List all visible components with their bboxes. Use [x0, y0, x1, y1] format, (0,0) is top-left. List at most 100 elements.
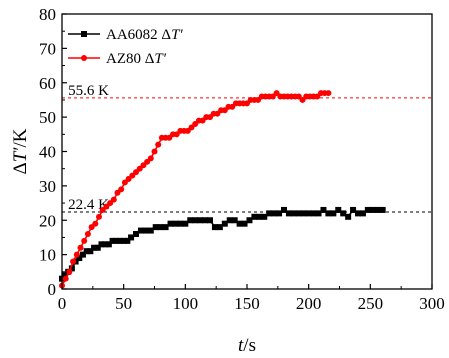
data-point	[197, 217, 204, 224]
data-point	[330, 210, 337, 217]
data-point	[226, 217, 233, 224]
data-point	[81, 237, 88, 244]
data-point	[137, 227, 144, 234]
data-point	[355, 210, 361, 217]
axes: 0 50 100 150 200 250 300 0 10 20 30 40 50 60 70 80	[39, 5, 445, 313]
data-point	[147, 155, 154, 162]
y-tick-label: 0	[48, 280, 57, 299]
data-point	[110, 196, 117, 203]
y-tick-label: 70	[39, 39, 56, 58]
legend-marker	[81, 31, 87, 37]
y-tick-label: 40	[39, 143, 56, 162]
legend-label: AZ80 ΔT′	[106, 51, 167, 67]
data-point	[118, 186, 125, 193]
data-point	[113, 237, 120, 244]
data-point	[66, 268, 73, 275]
data-point	[364, 206, 371, 213]
x-tick-label: 150	[234, 294, 260, 313]
data-point	[87, 248, 94, 255]
y-axis-title: ΔT′/K	[10, 128, 31, 174]
data-point	[325, 90, 332, 97]
x-tick-label: 200	[296, 294, 322, 313]
data-point	[276, 210, 283, 217]
data-point	[109, 237, 116, 244]
data-point	[128, 234, 135, 241]
data-point	[207, 217, 213, 224]
data-point	[147, 227, 154, 234]
y-tick-label: 60	[39, 74, 56, 93]
data-point	[105, 241, 112, 248]
data-point	[94, 244, 101, 251]
x-tick-label: 100	[173, 294, 199, 313]
data-point	[236, 220, 243, 227]
data-point	[172, 220, 179, 227]
data-point	[271, 210, 278, 217]
data-point	[92, 220, 99, 227]
data-point	[340, 210, 347, 217]
data-point	[62, 275, 69, 282]
data-point	[369, 206, 376, 213]
data-point	[345, 213, 352, 220]
data-point	[152, 224, 159, 231]
y-tick-label: 20	[39, 211, 56, 230]
series-2	[59, 90, 332, 289]
data-point	[295, 210, 302, 217]
data-point	[241, 220, 248, 227]
data-point	[350, 206, 357, 213]
data-point	[300, 210, 307, 217]
data-point	[315, 210, 322, 217]
data-point	[84, 231, 91, 237]
data-point	[310, 210, 317, 217]
data-point	[76, 255, 83, 262]
series-1	[59, 206, 386, 282]
data-point	[77, 244, 84, 251]
data-point	[325, 210, 332, 217]
data-point	[155, 141, 162, 148]
data-point	[202, 217, 209, 224]
y-tick-label: 50	[39, 108, 56, 127]
x-tick-label: 300	[419, 294, 445, 313]
data-point	[379, 206, 386, 213]
data-point	[124, 237, 131, 244]
reference-line-label: 55.6 K	[68, 83, 109, 99]
data-point	[261, 213, 268, 220]
x-tick-label: 50	[115, 294, 132, 313]
x-tick-label: 0	[58, 294, 67, 313]
data-point	[182, 220, 189, 227]
data-point	[68, 265, 75, 272]
data-point	[320, 206, 327, 213]
data-point	[266, 210, 273, 217]
data-point	[187, 217, 194, 224]
reference-line-label: 22.4 K	[68, 197, 109, 213]
legend-marker	[81, 55, 87, 61]
data-point	[177, 220, 184, 227]
data-point	[91, 244, 98, 251]
data-point	[102, 241, 109, 248]
data-point	[359, 210, 366, 217]
y-tick-label: 30	[39, 177, 56, 196]
data-point	[142, 227, 149, 234]
data-point	[251, 213, 258, 220]
data-point	[98, 241, 105, 248]
plot-content: 55.6 K 22.4 K	[59, 83, 432, 289]
x-axis-title: t/s	[238, 335, 256, 356]
legend: AA6082 ΔT′ AZ80 ΔT′	[68, 27, 183, 67]
data-point	[116, 237, 123, 244]
data-point	[221, 220, 228, 227]
data-point	[157, 224, 164, 231]
x-tick-label: 250	[358, 294, 384, 313]
data-point	[246, 217, 253, 224]
data-point	[281, 206, 287, 213]
data-point	[133, 231, 139, 237]
data-point	[73, 251, 80, 258]
data-point	[96, 213, 102, 220]
data-point	[256, 213, 263, 220]
data-point	[79, 251, 86, 258]
data-point	[231, 217, 238, 224]
legend-label: AA6082 ΔT′	[106, 27, 183, 43]
data-point	[305, 210, 312, 217]
y-tick-label: 80	[39, 5, 56, 24]
data-point	[83, 248, 90, 255]
data-point	[211, 224, 218, 231]
